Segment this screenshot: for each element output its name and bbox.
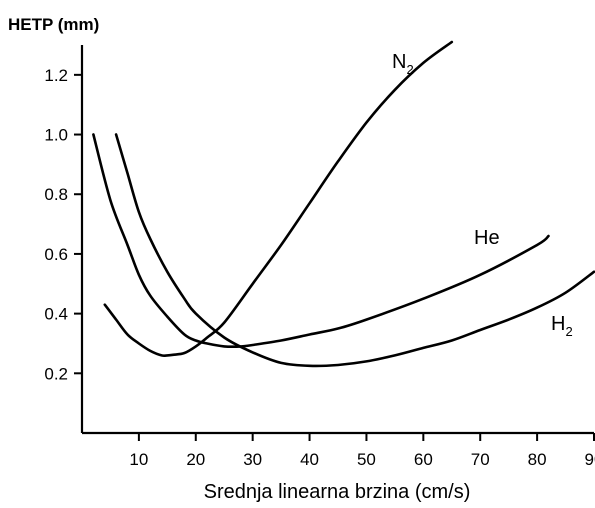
x-tick-label: 70 (471, 450, 490, 469)
y-tick-label: 0.2 (44, 364, 68, 383)
y-tick-label: 0.6 (44, 245, 68, 264)
y-tick-label: 0.8 (44, 185, 68, 204)
x-axis-label: Srednja linearna brzina (cm/s) (204, 481, 471, 503)
x-tick-label: 50 (357, 450, 376, 469)
x-tick-label: 10 (129, 450, 148, 469)
series-curves (92, 40, 595, 368)
y-tick-label: 1.0 (44, 126, 68, 145)
x-tick-label: 30 (243, 450, 262, 469)
series-labels: N2 He H2 (392, 51, 573, 339)
x-tick-label: 80 (528, 450, 547, 469)
series-line-h2 (114, 133, 595, 368)
series-label-h2: H2 (551, 313, 573, 339)
y-tick-label: 1.2 (44, 66, 68, 85)
series-label-he: He (474, 227, 500, 249)
x-tick-label: 60 (414, 450, 433, 469)
series-line-he (92, 133, 550, 348)
series-label-subscript: 2 (565, 324, 572, 339)
x-tick-label: 20 (186, 450, 205, 469)
x-tick-label: 90 (585, 450, 595, 469)
x-tick-label: 40 (300, 450, 319, 469)
y-axis-label: HETP (mm) (8, 15, 99, 34)
series-label-n2: N2 (392, 51, 414, 77)
series-label-subscript: 2 (406, 62, 413, 77)
y-tick-label: 0.4 (44, 305, 68, 324)
axis-ticks: 10 20 30 40 50 60 70 80 90 0.2 0.4 0.6 0.8 1.0 1.2 (44, 66, 595, 469)
